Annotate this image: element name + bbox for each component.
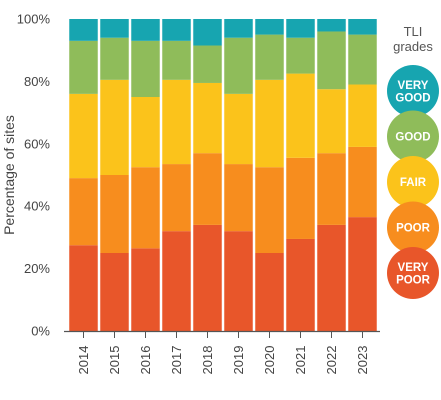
bar-segment (317, 153, 346, 225)
bar-segment (193, 82, 222, 154)
legend-swatch (387, 110, 439, 163)
bar-segment (348, 217, 377, 331)
legend-swatch (387, 201, 439, 254)
y-axis-ticks: 0% 20% 40% 60% 80% 100% (17, 12, 51, 339)
bar-segment (224, 19, 253, 38)
bar-segment (255, 167, 284, 253)
bar-segment (69, 178, 98, 246)
bar-segment (317, 89, 346, 154)
y-tick-label: 0% (31, 324, 50, 339)
bar-segment (162, 79, 191, 165)
bar-segment (286, 73, 315, 158)
x-tick-label: 2018 (200, 346, 215, 375)
bar-segment (317, 224, 346, 331)
bar-segment (193, 224, 222, 331)
bar-segment (69, 19, 98, 41)
x-tick-label: 2022 (324, 346, 339, 375)
bar-segment (348, 19, 377, 35)
bar-segment (286, 37, 315, 74)
legend-title: TLI (404, 24, 423, 39)
bar-segment (255, 19, 284, 35)
legend-swatch (387, 65, 439, 117)
bar-segment (131, 97, 160, 168)
x-tick-label: 2021 (293, 346, 308, 375)
bar-segment (224, 164, 253, 232)
legend-label: VERY (398, 80, 429, 92)
legend-label: VERY (398, 262, 429, 274)
y-tick-label: 100% (17, 12, 51, 27)
y-tick-label: 20% (24, 261, 50, 276)
legend-label: FAIR (400, 177, 427, 189)
y-tick-label: 40% (24, 199, 50, 214)
bar-segment (69, 40, 98, 94)
x-tick-label: 2015 (107, 346, 122, 375)
bars (69, 19, 377, 331)
x-tick-label: 2014 (76, 346, 91, 375)
bar-segment (286, 157, 315, 239)
bar-segment (193, 45, 222, 83)
x-axis-ticks: 2014 2015 2016 2017 2018 2019 2020 2021 2022 2023 (76, 331, 370, 374)
bar-segment (131, 248, 160, 331)
bar-segment (162, 164, 191, 232)
x-tick-label: 2020 (262, 346, 277, 375)
bar-segment (348, 84, 377, 147)
bar-segment (255, 79, 284, 168)
bar-segment (193, 153, 222, 225)
x-tick-label: 2023 (355, 346, 370, 375)
bar-segment (131, 167, 160, 249)
bar-segment (131, 40, 160, 97)
bar-segment (255, 34, 284, 80)
legend-label: GOOD (395, 132, 430, 144)
bar-segment (100, 79, 129, 175)
bar-segment (131, 19, 160, 41)
bar-segment (348, 146, 377, 218)
x-tick-label: 2017 (169, 346, 184, 375)
bar-segment (100, 37, 129, 80)
x-tick-label: 2019 (231, 346, 246, 375)
legend-label: POOR (396, 274, 431, 286)
bar-segment (69, 93, 98, 179)
bar-segment (162, 231, 191, 331)
legend-label: GOOD (395, 92, 430, 104)
bar-segment (224, 231, 253, 331)
bar-segment (317, 19, 346, 32)
bar-segment (255, 253, 284, 331)
bar-segment (348, 34, 377, 85)
bar-segment (162, 19, 191, 41)
bar-segment (286, 19, 315, 38)
x-tick-label: 2016 (138, 346, 153, 375)
legend-label: POOR (396, 223, 431, 235)
bar-segment (193, 19, 222, 46)
y-axis-title: Percentage of sites (1, 115, 17, 235)
bar-segment (69, 245, 98, 331)
bar-segment (224, 37, 253, 94)
bar-segment (162, 40, 191, 80)
legend-swatch (387, 156, 439, 208)
bar-segment (100, 175, 129, 253)
bar-segment (224, 93, 253, 165)
bar-segment (286, 238, 315, 331)
legend-swatch (387, 247, 439, 299)
legend-title: grades (393, 39, 433, 54)
y-tick-label: 60% (24, 136, 50, 151)
bar-segment (100, 19, 129, 38)
bar-segment (100, 253, 129, 331)
bar-segment (317, 31, 346, 90)
y-tick-label: 80% (24, 74, 50, 89)
